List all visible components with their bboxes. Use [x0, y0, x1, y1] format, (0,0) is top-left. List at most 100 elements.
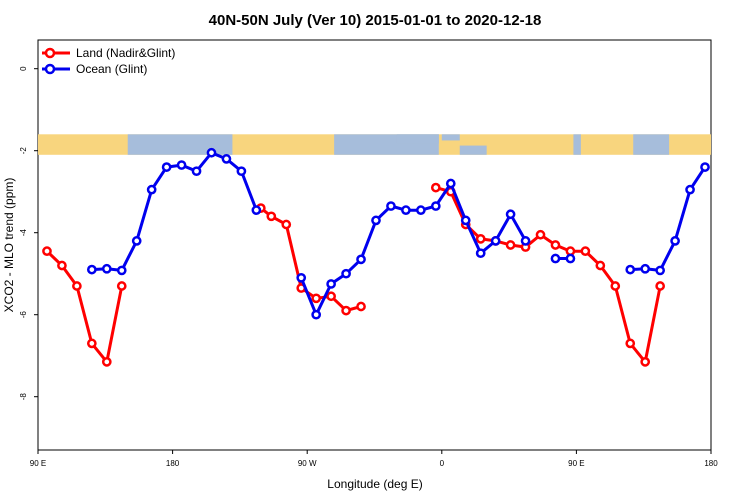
data-point: [655, 265, 666, 276]
data-point: [42, 246, 52, 256]
legend-land-marker: [44, 47, 56, 59]
data-point: [595, 260, 606, 271]
data-point: [430, 201, 441, 211]
data-point: [430, 182, 441, 193]
data-point: [236, 166, 247, 177]
map-ocean-region: [127, 134, 233, 155]
data-point: [640, 357, 651, 367]
series-line: [435, 186, 662, 364]
y-tick-label: -8: [19, 393, 28, 401]
y-tick-label: -2: [19, 147, 28, 155]
map-ocean-region: [459, 145, 487, 155]
x-tick-label: 90 E: [568, 459, 584, 468]
data-point: [116, 265, 127, 276]
data-point: [625, 338, 636, 349]
data-point: [296, 272, 307, 283]
data-point: [341, 305, 351, 316]
data-point: [685, 184, 695, 195]
data-point: [86, 264, 97, 275]
series-line: [91, 151, 258, 272]
data-point: [326, 291, 336, 302]
legend-item-land: Land (Nadir&Glint): [42, 46, 175, 60]
data-point: [146, 184, 157, 195]
y-axis: 0 -2 -4 -6 -8: [19, 66, 38, 400]
series-line: [630, 166, 707, 272]
data-point: [57, 260, 67, 271]
data-point: [475, 234, 486, 244]
data-point: [176, 160, 187, 170]
map-ocean-region: [396, 134, 439, 144]
y-tick-label: 0: [19, 66, 28, 71]
data-point: [386, 201, 396, 211]
data-point: [251, 205, 262, 215]
data-point: [401, 205, 411, 215]
data-point: [206, 147, 217, 158]
data-point: [266, 211, 277, 222]
data-point: [550, 240, 561, 250]
data-point: [565, 246, 576, 256]
series-layer: [42, 147, 710, 367]
x-axis-label: Longitude (deg E): [327, 477, 422, 491]
data-point: [490, 236, 501, 246]
y-tick-label: -6: [19, 311, 28, 319]
data-point: [460, 215, 471, 226]
data-point: [191, 166, 202, 177]
data-point: [505, 240, 516, 250]
legend-land-label: Land (Nadir&Glint): [76, 46, 175, 60]
data-point: [72, 281, 82, 291]
data-point: [625, 264, 636, 275]
x-tick-label: 0: [440, 459, 445, 468]
map-ocean-region: [633, 134, 670, 155]
chart-title: 40N-50N July (Ver 10) 2015-01-01 to 2020…: [209, 12, 542, 29]
y-axis-label: XCO2 - MLO trend (ppm): [2, 178, 16, 313]
map-ocean-region: [573, 134, 581, 155]
x-tick-label: 180: [704, 459, 718, 468]
series-land: [42, 182, 666, 367]
data-point: [356, 301, 366, 312]
x-tick-label: 90 W: [298, 459, 317, 468]
data-point: [326, 279, 336, 289]
data-point: [550, 253, 561, 264]
legend-ocean-label: Ocean (Glint): [76, 62, 147, 76]
map-ocean-region: [441, 134, 460, 141]
data-point: [341, 268, 351, 279]
data-point: [580, 246, 591, 256]
x-tick-label: 90 E: [30, 459, 46, 468]
data-point: [445, 178, 456, 189]
x-tick-label: 180: [166, 459, 180, 468]
data-point: [311, 293, 322, 304]
y-tick-label: -4: [19, 229, 28, 237]
data-point: [116, 281, 127, 291]
data-point: [670, 236, 680, 246]
data-point: [475, 248, 486, 259]
data-point: [86, 338, 97, 349]
data-point: [131, 236, 142, 246]
series-line: [299, 182, 527, 317]
data-point: [281, 219, 292, 230]
data-point: [700, 162, 710, 172]
data-point: [221, 154, 232, 164]
data-point: [356, 254, 366, 265]
world-map-strip: [38, 134, 711, 155]
legend-ocean-marker: [44, 63, 56, 75]
data-point: [416, 205, 426, 215]
series-line: [259, 206, 362, 313]
data-point: [640, 263, 651, 274]
data-point: [655, 281, 666, 291]
series-ocean: [86, 147, 710, 320]
data-point: [371, 215, 381, 226]
data-point: [311, 309, 322, 320]
data-point: [505, 209, 516, 220]
legend: Land (Nadir&Glint) Ocean (Glint): [42, 46, 175, 76]
x-axis: 90 E 180 90 W 0 90 E 180: [30, 450, 718, 468]
plot-border: [37, 39, 712, 451]
legend-item-ocean: Ocean (Glint): [42, 62, 147, 76]
plot-area: 90 E 180 90 W 0 90 E 180 0 -2 -4 -6 -8: [19, 39, 718, 468]
data-point: [101, 263, 112, 274]
data-point: [101, 357, 112, 367]
data-point: [535, 229, 546, 240]
data-point: [565, 253, 576, 264]
data-point: [161, 162, 172, 172]
data-point: [610, 281, 621, 291]
